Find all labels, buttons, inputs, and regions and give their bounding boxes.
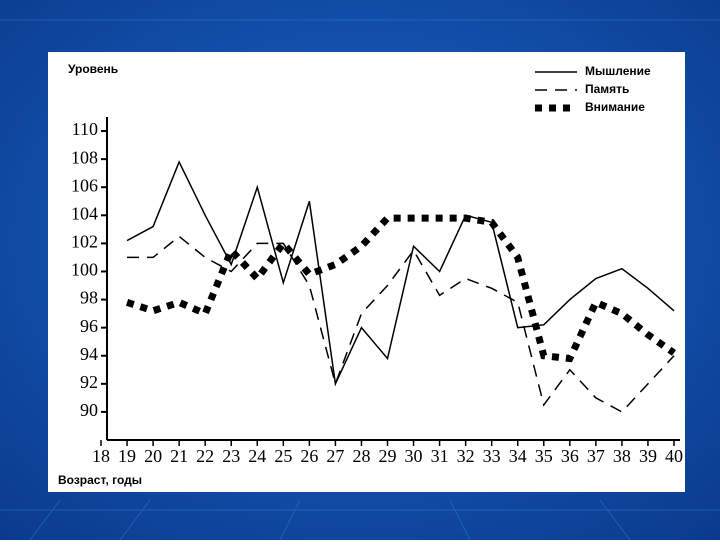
series-line [127,235,675,413]
x-tick-label: 39 [639,446,657,466]
x-tick-label: 26 [300,446,318,466]
legend-label: Память [585,82,629,96]
y-tick-label: 110 [72,119,98,139]
y-tick-label: 98 [80,288,98,308]
x-axis-label: Возраст, годы [58,473,142,487]
x-tick-label: 24 [248,446,266,466]
x-tick-label: 37 [587,446,605,466]
x-tick-label: 31 [431,446,449,466]
x-tick-label: 23 [222,446,240,466]
chart-panel [48,52,685,492]
y-tick-label: 96 [80,316,98,336]
x-tick-label: 30 [405,446,423,466]
series-line [126,160,675,387]
x-tick-label: 35 [535,446,553,466]
y-tick-label: 94 [80,344,98,364]
x-tick-label: 40 [665,446,683,466]
legend-label: Внимание [585,100,645,114]
y-tick-label: 102 [71,232,98,252]
x-tick-label: 21 [170,446,188,466]
x-tick-label: 25 [274,446,292,466]
y-tick-label: 106 [71,175,98,195]
y-tick-label: 108 [71,147,98,167]
x-tick-label: 34 [509,446,527,466]
x-tick-label: 32 [457,446,475,466]
y-tick-label: 104 [71,203,98,223]
x-tick-label: 22 [196,446,214,466]
series-line [125,214,677,363]
x-tick-label: 38 [613,446,631,466]
background-pattern [0,19,720,541]
y-tick-label: 92 [80,372,98,392]
x-tick-label: 20 [144,446,162,466]
y-tick-label: 90 [80,400,98,420]
x-tick-label: 18 [92,446,110,466]
y-axis-label: Уровень [68,62,118,76]
x-tick-label: 29 [379,446,397,466]
x-tick-label: 33 [483,446,501,466]
x-tick-label: 28 [352,446,370,466]
x-tick-label: 19 [118,446,136,466]
y-tick-label: 100 [71,260,98,280]
x-tick-label: 36 [561,446,579,466]
x-tick-label: 27 [326,446,344,466]
legend-label: Мышление [585,64,651,78]
